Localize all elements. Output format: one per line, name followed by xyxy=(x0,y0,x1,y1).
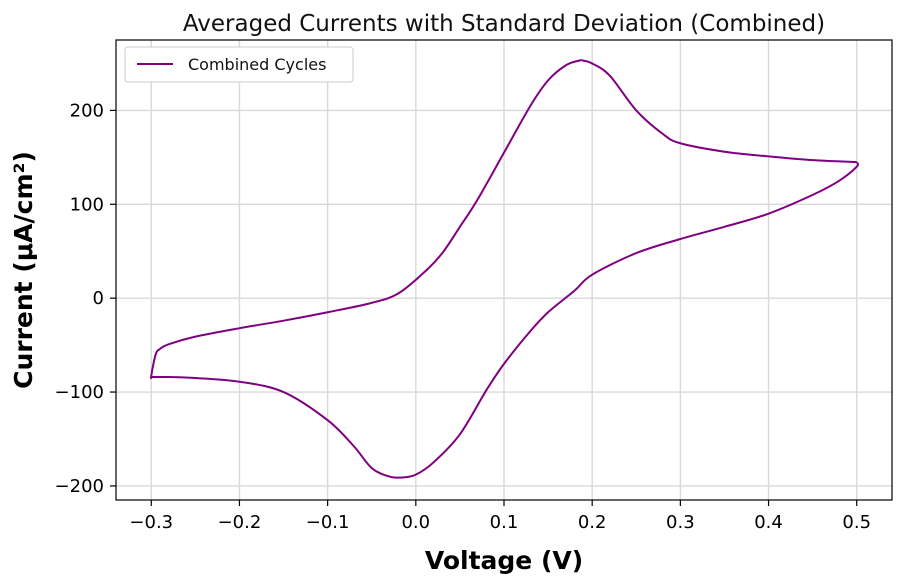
x-axis-label: Voltage (V) xyxy=(425,546,583,575)
x-tick-label: 0.1 xyxy=(490,512,519,533)
y-axis-label: Current (μA/cm²) xyxy=(9,151,38,389)
x-axis: −0.3 −0.2 −0.1 0.0 0.1 0.2 0.3 0.4 0.5 xyxy=(129,500,871,533)
legend: Combined Cycles xyxy=(124,46,354,83)
x-tick-label: −0.1 xyxy=(306,512,350,533)
y-tick-label: 0 xyxy=(93,288,104,309)
chart-title: Averaged Currents with Standard Deviatio… xyxy=(183,11,825,37)
y-tick-label: −100 xyxy=(55,382,104,403)
y-tick-label: −200 xyxy=(55,476,104,497)
y-tick-label: 100 xyxy=(70,194,104,215)
x-tick-label: 0.0 xyxy=(401,512,430,533)
y-tick-label: 200 xyxy=(70,100,104,121)
grid xyxy=(116,40,892,500)
x-tick-label: 0.5 xyxy=(842,512,871,533)
x-tick-label: −0.3 xyxy=(129,512,173,533)
legend-box xyxy=(124,46,354,83)
x-tick-label: 0.3 xyxy=(666,512,695,533)
series-line xyxy=(149,59,860,479)
x-tick-label: 0.4 xyxy=(754,512,783,533)
x-tick-label: −0.2 xyxy=(218,512,262,533)
x-tick-label: 0.2 xyxy=(578,512,607,533)
y-axis: −200 −100 0 100 200 xyxy=(55,100,116,497)
series-layer xyxy=(149,59,860,479)
legend-label: Combined Cycles xyxy=(188,55,326,74)
